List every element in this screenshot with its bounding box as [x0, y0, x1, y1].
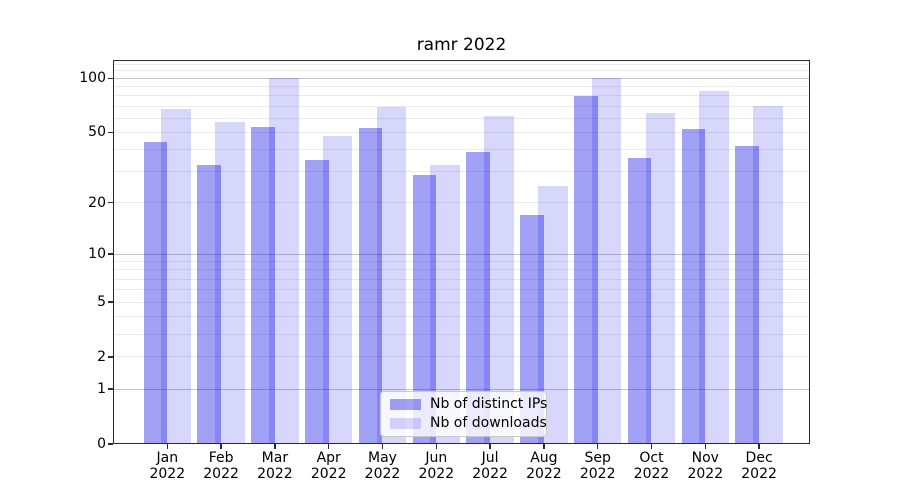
- bar-downloads-oct: [645, 113, 676, 444]
- bar-distinct-ips-sep: [574, 95, 598, 444]
- y-tick-label: 0: [97, 436, 106, 452]
- bar-distinct-ips-nov: [681, 129, 706, 444]
- bar-downloads-may: [376, 107, 407, 444]
- gridline-major: [113, 253, 810, 255]
- x-tick-label: Jun 2022: [418, 450, 455, 482]
- y-tick-label: 100: [79, 70, 106, 87]
- gridline-minor: [113, 63, 810, 65]
- x-tick-mark: [489, 444, 491, 449]
- y-tick-mark: [108, 301, 113, 303]
- x-tick-mark: [435, 444, 437, 449]
- gridline-minor: [113, 316, 810, 317]
- gridline-minor: [113, 289, 810, 291]
- gridline-minor: [113, 117, 810, 119]
- chart-title: ramr 2022: [416, 35, 507, 55]
- x-tick-mark: [274, 444, 276, 449]
- x-tick-mark: [166, 444, 168, 449]
- gridline-minor: [113, 86, 810, 88]
- bar-distinct-ips-jul: [466, 151, 491, 444]
- gridline-major: [113, 77, 810, 79]
- y-tick-mark: [108, 202, 113, 204]
- y-tick-label: 20: [88, 194, 106, 211]
- bar-downloads-feb: [215, 122, 245, 444]
- bar-distinct-ips-may: [358, 127, 383, 444]
- y-tick-label: 1: [97, 381, 106, 398]
- gridline-minor: [113, 70, 810, 72]
- bar-downloads-nov: [699, 91, 729, 444]
- gridline-minor: [113, 356, 810, 358]
- bar-downloads-apr: [322, 135, 353, 444]
- gridline-minor: [113, 278, 810, 280]
- bar-distinct-ips-oct: [627, 157, 652, 444]
- bar-distinct-ips-jun: [412, 174, 437, 444]
- x-tick-mark: [758, 444, 760, 449]
- bar-distinct-ips-feb: [197, 164, 222, 444]
- x-tick-label: Feb 2022: [203, 450, 239, 482]
- y-tick-mark: [108, 356, 113, 358]
- x-tick-label: Sep 2022: [579, 450, 616, 482]
- y-tick-mark: [108, 131, 113, 134]
- plot-area: [113, 60, 810, 444]
- bar-distinct-ips-mar: [251, 126, 275, 444]
- x-tick-label: Nov 2022: [687, 450, 724, 482]
- y-tick-mark: [108, 443, 113, 445]
- y-tick-label: 2: [97, 348, 106, 365]
- legend-swatch-downloads: [390, 418, 421, 429]
- legend-label-distinct-ips: Nb of distinct IPs: [430, 396, 548, 412]
- y-tick-mark: [108, 388, 113, 390]
- y-tick-label: 50: [88, 124, 106, 141]
- gridline-minor: [113, 333, 810, 335]
- x-tick-label: Aug 2022: [526, 450, 562, 482]
- x-tick-label: Jul 2022: [472, 450, 508, 482]
- bar-distinct-ips-jan: [143, 142, 168, 444]
- x-tick-mark: [381, 444, 384, 449]
- gridline-minor: [113, 131, 810, 133]
- y-tick-mark: [108, 77, 113, 79]
- bar-downloads-jan: [161, 108, 191, 444]
- x-tick-mark: [220, 444, 222, 449]
- bar-distinct-ips-dec: [735, 146, 760, 444]
- legend-swatch-distinct-ips: [390, 399, 421, 410]
- x-tick-mark: [328, 444, 330, 449]
- gridline-minor: [113, 261, 810, 262]
- legend-label-downloads: Nb of downloads: [430, 415, 547, 431]
- x-tick-mark: [650, 444, 653, 449]
- gridline-major: [113, 388, 810, 390]
- legend-item-distinct-ips: Nb of distinct IPs: [390, 397, 547, 412]
- bar-downloads-sep: [591, 78, 622, 444]
- x-tick-label: May 2022: [364, 450, 401, 482]
- gridline-minor: [113, 301, 810, 303]
- bar-downloads-dec: [753, 106, 783, 444]
- gridline-minor: [113, 269, 810, 271]
- x-tick-mark: [597, 444, 599, 449]
- x-tick-label: Mar 2022: [257, 450, 293, 482]
- gridline-minor: [113, 202, 810, 204]
- bar-downloads-mar: [268, 78, 299, 444]
- gridline-minor: [113, 95, 810, 97]
- y-tick-label: 10: [88, 246, 106, 262]
- bar-downloads-jul: [484, 115, 514, 444]
- legend-item-downloads: Nb of downloads: [390, 416, 547, 431]
- y-tick-mark: [108, 253, 113, 255]
- gridline-minor: [113, 171, 810, 173]
- x-tick-mark: [704, 444, 706, 449]
- bar-distinct-ips-aug: [520, 215, 544, 444]
- x-tick-mark: [543, 444, 545, 449]
- x-tick-label: Jan 2022: [149, 450, 186, 482]
- x-tick-label: Oct 2022: [633, 450, 670, 482]
- bar-distinct-ips-apr: [305, 160, 329, 444]
- gridline-minor: [113, 149, 810, 151]
- x-tick-label: Apr 2022: [310, 450, 347, 482]
- legend: Nb of distinct IPs Nb of downloads: [380, 391, 547, 437]
- gridline-minor: [113, 105, 810, 107]
- x-tick-label: Dec 2022: [741, 450, 777, 482]
- y-tick-label: 5: [97, 294, 106, 310]
